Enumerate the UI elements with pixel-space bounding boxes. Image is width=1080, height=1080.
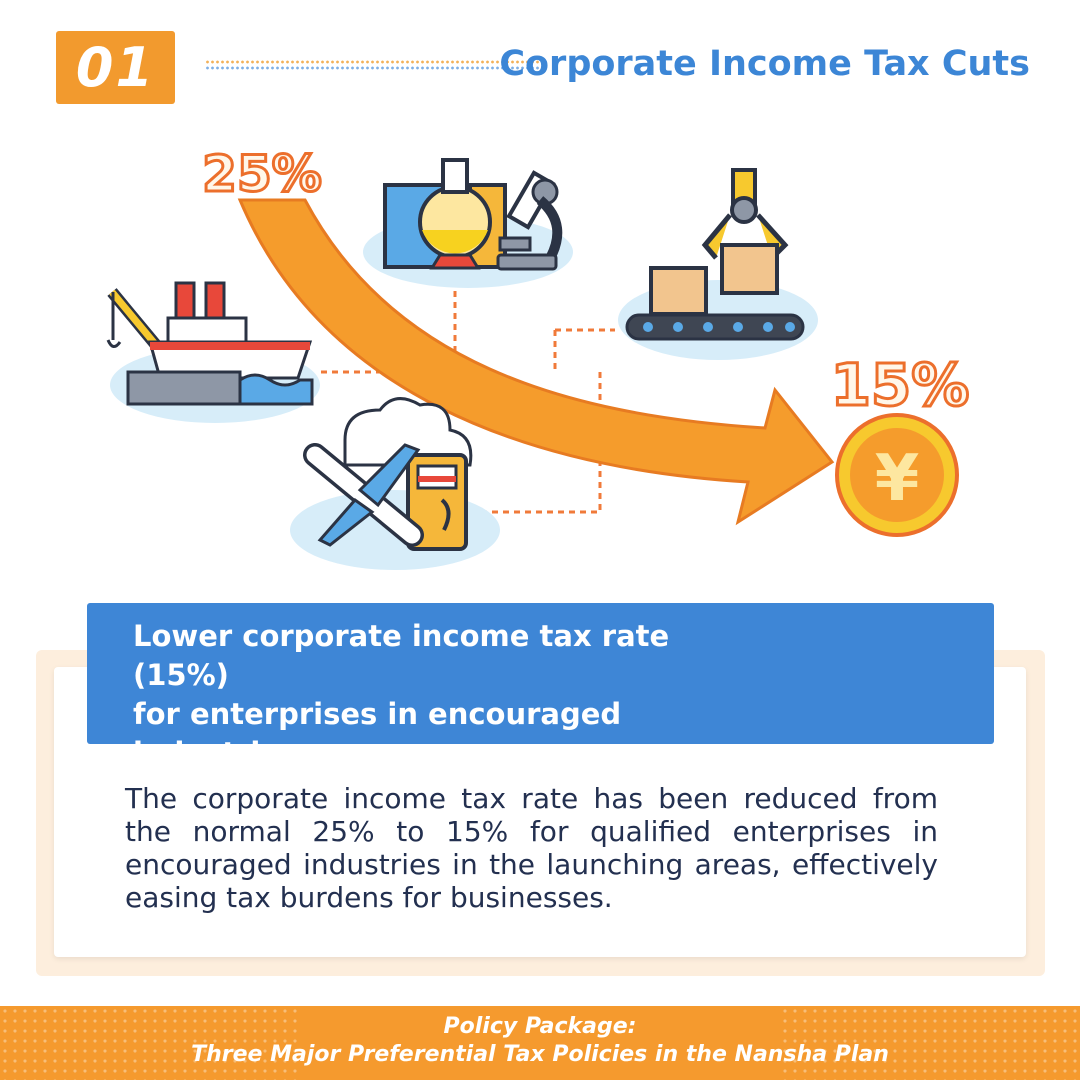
- svg-text:¥: ¥: [875, 442, 920, 516]
- headline-line: in Nansha: [133, 775, 296, 809]
- footer-dot-pattern: [0, 1006, 300, 1080]
- headline: Lower corporate income tax rate (15%) fo…: [133, 617, 773, 812]
- yuan-coin-icon: ¥: [835, 413, 959, 537]
- rate-before-label: 25%: [202, 145, 322, 203]
- headline-line: for enterprises in encouraged industries: [133, 697, 622, 770]
- footer-dot-pattern: [780, 1006, 1080, 1080]
- ship-icon: [106, 281, 320, 423]
- body-paragraph: The corporate income tax rate has been r…: [125, 782, 938, 914]
- rate-after-label: 15%: [831, 351, 970, 419]
- conveyor-robot-arm-icon: [618, 168, 818, 360]
- footer-subtitle: Three Major Preferential Tax Policies in…: [191, 1042, 889, 1067]
- footer-banner: Policy Package: Three Major Preferential…: [0, 1006, 1080, 1080]
- airplane-fuel-icon: [290, 397, 500, 570]
- lab-flask-microscope-icon: [363, 158, 573, 288]
- section-number-badge: 01: [56, 31, 175, 104]
- dotted-divider: [205, 59, 540, 71]
- illustration: 25%: [106, 144, 971, 570]
- headline-line: Lower corporate income tax rate (15%): [133, 619, 670, 692]
- footer-title: Policy Package:: [443, 1014, 637, 1039]
- decrease-arrow-icon: [237, 198, 835, 526]
- page-title: Corporate Income Tax Cuts: [499, 44, 1030, 84]
- headline-banner: [87, 603, 994, 744]
